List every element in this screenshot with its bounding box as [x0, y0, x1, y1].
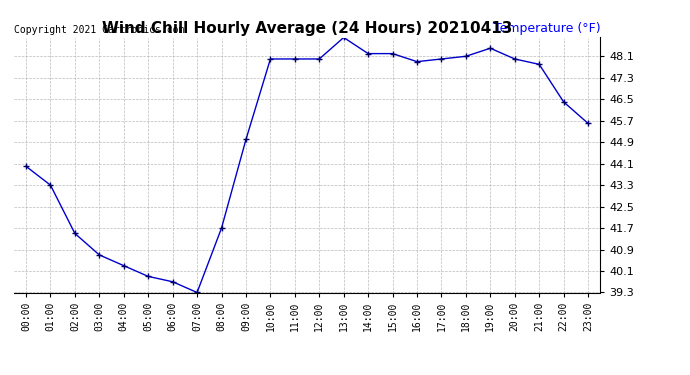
Text: Copyright 2021 Cartronics.com: Copyright 2021 Cartronics.com	[14, 25, 185, 35]
Text: Temperature (°F): Temperature (°F)	[493, 22, 600, 35]
Title: Wind Chill Hourly Average (24 Hours) 20210413: Wind Chill Hourly Average (24 Hours) 202…	[102, 21, 512, 36]
